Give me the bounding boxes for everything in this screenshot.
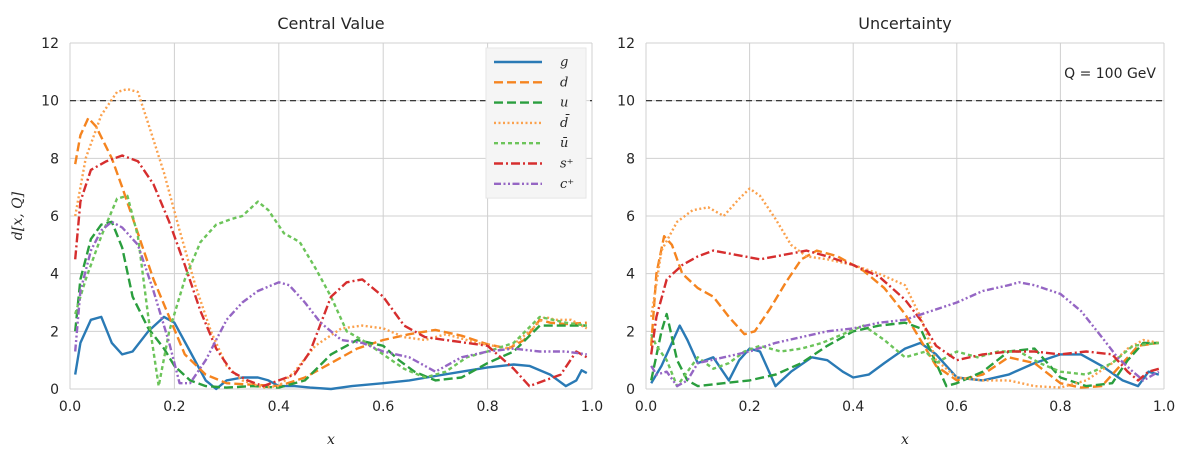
- uncertainty-x-tick-label: 0.2: [738, 399, 760, 415]
- central-series-line-4: [74, 194, 587, 388]
- uncertainty-y-tick-label: 12: [617, 36, 635, 52]
- uncertainty-y-tick-label: 8: [626, 151, 635, 167]
- uncertainty-x-axis-label: x: [901, 432, 909, 448]
- central-y-tick-label: 8: [50, 151, 59, 167]
- central-x-tick-label: 0.4: [268, 399, 290, 415]
- central-y-tick-label: 6: [50, 209, 59, 225]
- central-y-tick-label: 12: [41, 36, 59, 52]
- uncertainty-series-line-2: [650, 312, 1159, 388]
- legend-label-1: d: [560, 75, 568, 90]
- central-title: Central Value: [277, 14, 384, 33]
- uncertainty-x-tick-label: 0.4: [842, 399, 864, 415]
- uncertainty-series-line-5: [650, 249, 1160, 382]
- central-series-line-2: [74, 220, 587, 389]
- uncertainty-x-tick-label: 1.0: [1153, 399, 1175, 415]
- central-x-tick-label: 1.0: [581, 399, 603, 415]
- central-series-line-5: [74, 154, 588, 388]
- uncertainty-x-tick-label: 0.8: [1049, 399, 1071, 415]
- central-series-line-0: [74, 315, 588, 391]
- uncertainty-x-tick-label: 0.0: [635, 399, 657, 415]
- central-x-tick-label: 0.8: [476, 399, 498, 415]
- central-x-tick-label: 0.2: [163, 399, 185, 415]
- central-y-tick-label: 4: [50, 267, 59, 283]
- central-y-tick-label: 0: [50, 382, 59, 398]
- central-y-tick-label: 2: [50, 324, 59, 340]
- uncertainty-y-tick-label: 10: [617, 94, 635, 110]
- legend-label-5: s⁺: [560, 157, 574, 172]
- legend-label-3: d̄: [560, 114, 570, 131]
- uncertainty-y-tick-label: 2: [626, 324, 635, 340]
- legend-label-6: c⁺: [560, 177, 574, 192]
- uncertainty-y-tick-label: 0: [626, 382, 635, 398]
- central-x-tick-label: 0.0: [59, 399, 81, 415]
- uncertainty-title: Uncertainty: [858, 14, 951, 33]
- central-x-axis-label: x: [327, 432, 335, 448]
- legend-label-0: g: [560, 55, 568, 70]
- uncertainty-series-line-3: [650, 187, 1160, 389]
- uncertainty-series-line-6: [650, 281, 1160, 388]
- legend-label-2: u: [560, 96, 568, 111]
- central-y-tick-label: 10: [41, 94, 59, 110]
- uncertainty-y-tick-label: 6: [626, 209, 635, 225]
- central-series-line-1: [74, 116, 587, 388]
- legend-label-4: ū: [560, 136, 568, 151]
- uncertainty-x-tick-label: 0.6: [946, 399, 968, 415]
- central-series-line-6: [74, 220, 587, 385]
- uncertainty-annotation: Q = 100 GeV: [1064, 66, 1156, 82]
- central-panel: 0.0 0.2 0.4 0.6 0.8 1.0 0 2 4 6 8 10 12 Central Value…: [10, 14, 603, 448]
- uncertainty-y-tick-label: 4: [626, 267, 635, 283]
- central-y-axis-label: d[x, Q]: [10, 191, 26, 240]
- central-x-tick-label: 0.6: [372, 399, 394, 415]
- uncertainty-panel: 0.0 0.2 0.4 0.6 0.8 1.0 0 2 4 6 8 10 12 Uncertainty x Q…: [617, 14, 1175, 448]
